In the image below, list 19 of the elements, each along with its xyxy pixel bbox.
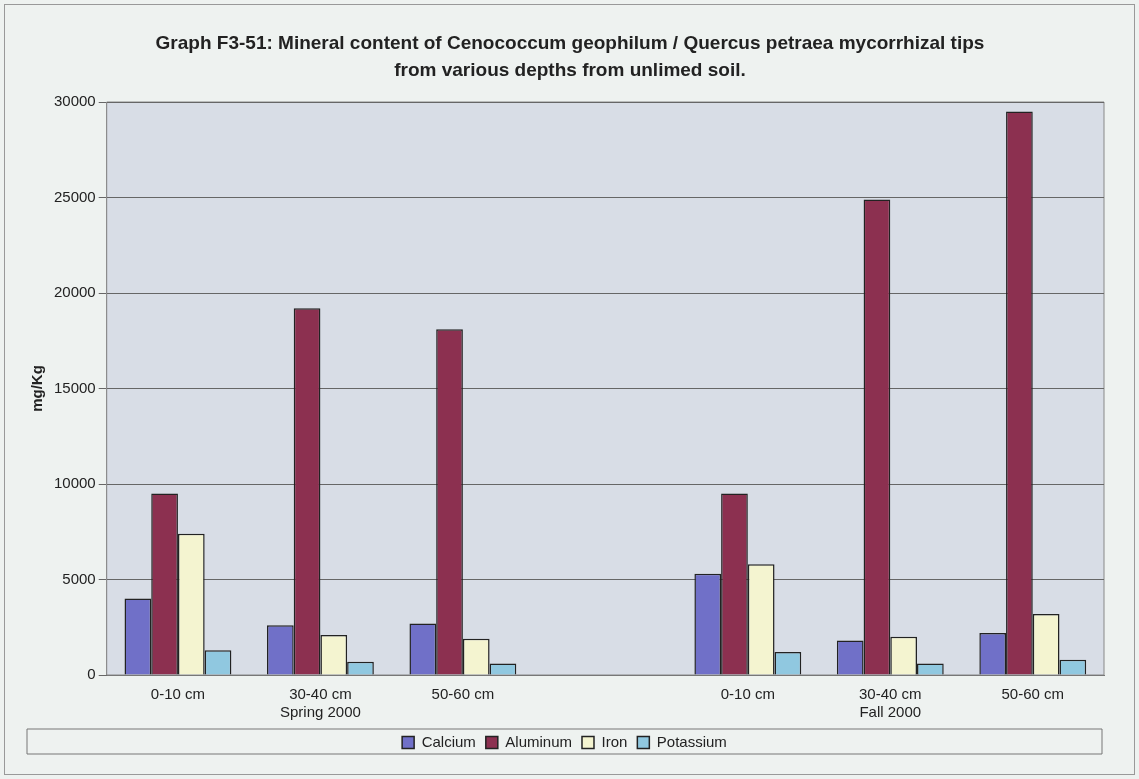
y-tick-label: 30000 [53,92,96,110]
legend-label: Iron [601,732,628,750]
y-tick-label: 10000 [53,474,96,492]
x-tick-label: 30-40 cm Spring 2000 [279,685,361,721]
x-tick-label: 50-60 cm [431,685,495,703]
chart-title: Graph F3-51: Mineral content of Cenococcum geophilum / Quercus petraea mycorrhizal tips from various depths from unlimed soil. [155,31,985,82]
legend-label: Aluminum [505,732,572,750]
y-tick-label: 20000 [53,283,96,301]
x-tick-label: 30-40 cm Fall 2000 [859,685,922,721]
legend-label: Calcium [421,732,476,750]
y-tick-label: 15000 [53,378,96,396]
x-tick-label: 50-60 cm [1001,685,1065,703]
y-axis-title: mg/Kg [28,365,46,412]
y-tick-label: 25000 [53,187,96,205]
legend-label: Potassium [656,732,727,750]
y-tick-label: 5000 [62,569,96,587]
x-tick-label: 0-10 cm [720,685,775,703]
x-tick-label: 0-10 cm [150,685,206,703]
y-tick-label: 0 [87,665,96,683]
